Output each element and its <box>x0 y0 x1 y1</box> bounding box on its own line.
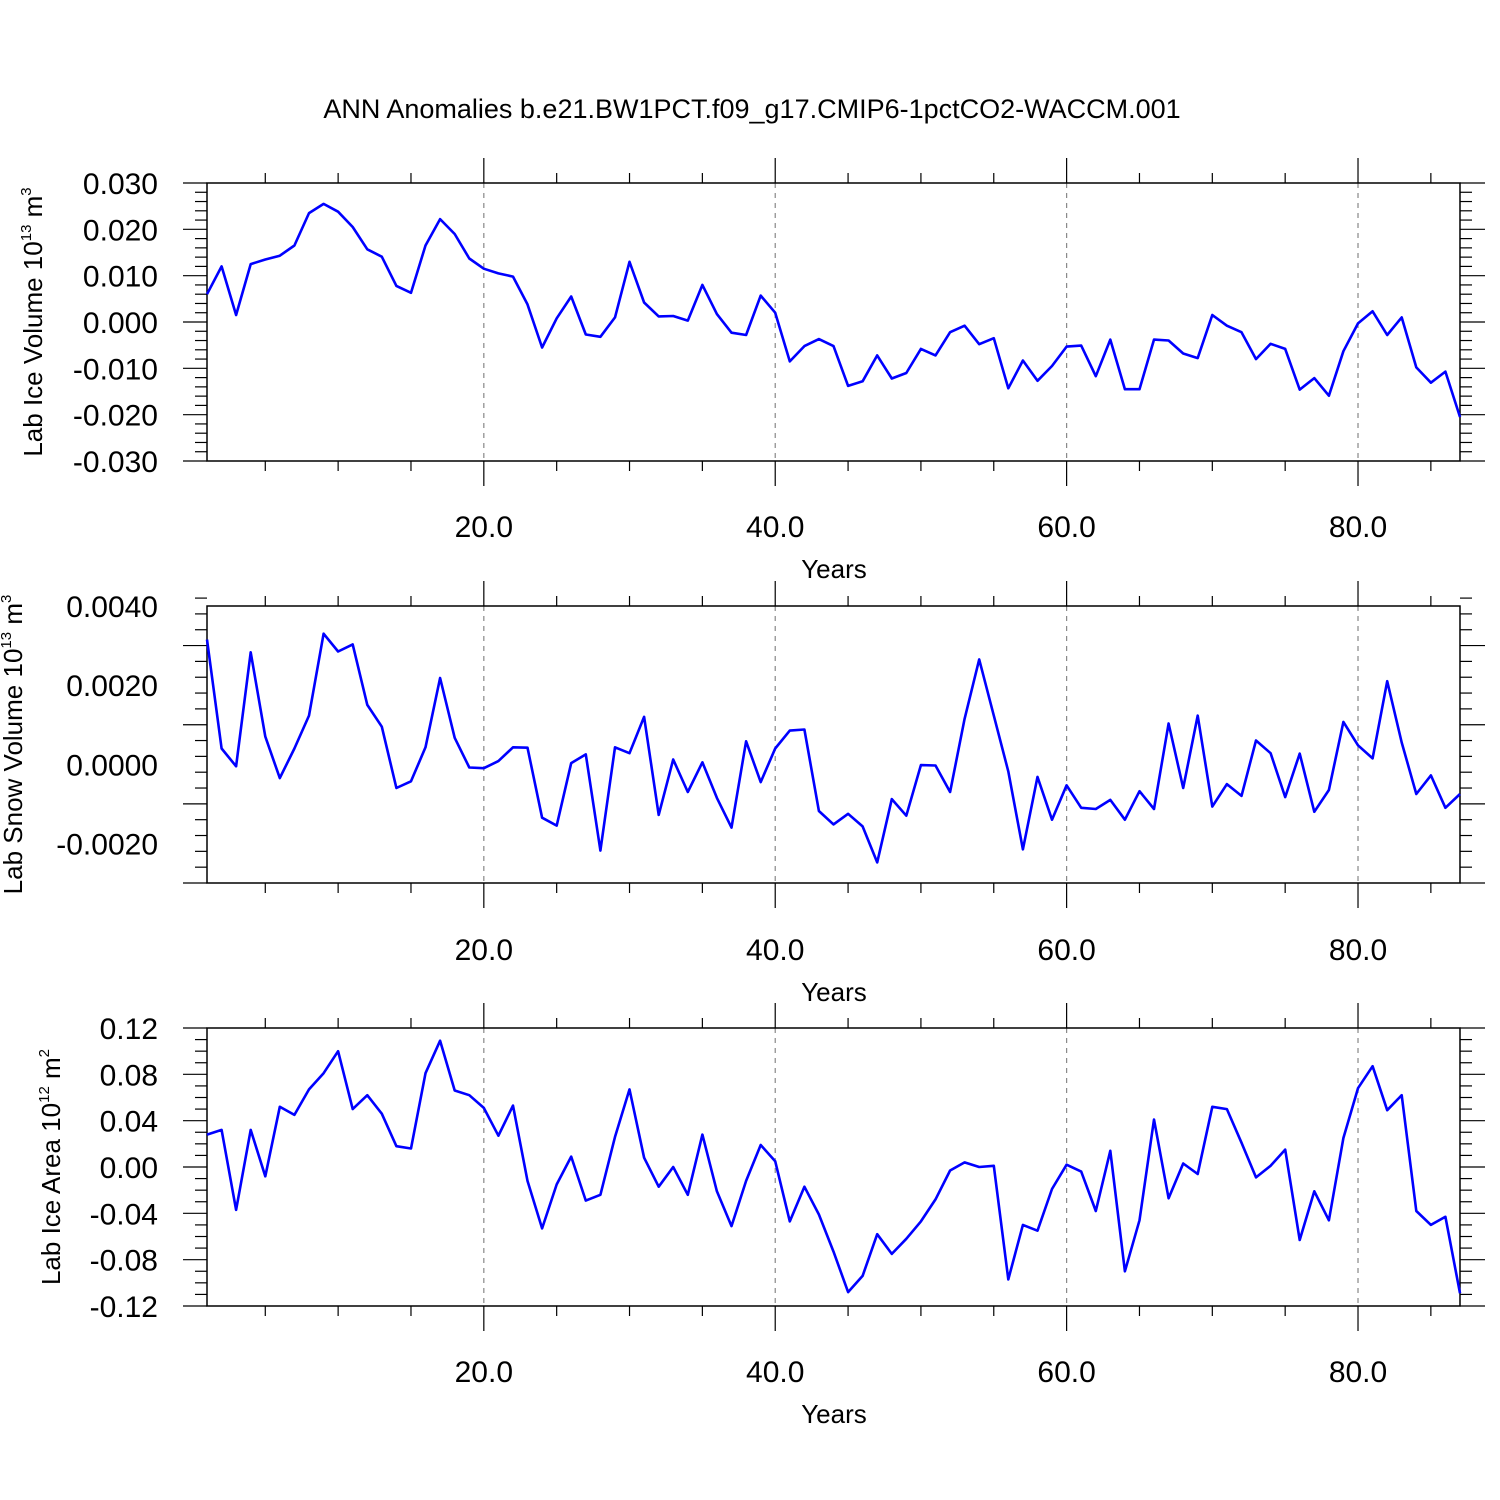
x-tick-label: 60.0 <box>1037 1356 1095 1389</box>
y-tick-label: 0.0020 <box>66 670 158 703</box>
y-axis-label-text: Lab Ice Volume 10 <box>18 241 48 456</box>
y-tick-label: -0.010 <box>73 353 158 386</box>
y-axis-label: Lab Snow Volume 1013 m3 <box>0 595 28 895</box>
y-axis-label-sup-unit: 3 <box>18 187 35 195</box>
chart-panel-3: 20.0 40.0 60.0 80.0 0.12 0.08 0.04 0.00 -0.04 -0.… <box>36 1003 1485 1429</box>
x-tick-label: 60.0 <box>1037 934 1095 967</box>
y-axis-label: Lab Ice Volume 1013 m3 <box>18 187 48 456</box>
y-axis-label-sup-exp: 13 <box>0 632 15 649</box>
x-axis-label: Years <box>801 554 867 584</box>
y-tick-label: 0.0000 <box>66 749 158 782</box>
y-tick-label: 0.04 <box>100 1106 158 1139</box>
x-tick-label: 60.0 <box>1037 511 1095 544</box>
x-tick-label: 80.0 <box>1329 934 1387 967</box>
y-axis-label-unit: m <box>36 1057 66 1086</box>
y-tick-label: 0.030 <box>83 168 158 201</box>
x-tick-label: 40.0 <box>746 511 804 544</box>
series-line <box>206 1039 1462 1294</box>
x-tick-label: 80.0 <box>1329 1356 1387 1389</box>
y-axis-label-unit: m <box>0 603 28 632</box>
x-tick-label: 20.0 <box>455 1356 513 1389</box>
y-axis-label-unit: m <box>18 196 48 225</box>
y-axis-label-sup-exp: 12 <box>36 1086 53 1103</box>
y-tick-label: -0.030 <box>73 446 158 479</box>
plot-frame <box>206 1027 1461 1307</box>
series-line <box>205 202 1462 418</box>
x-tick-label: 20.0 <box>455 934 513 967</box>
plot-frame <box>206 182 1461 462</box>
y-axis-label-text: Lab Snow Volume 10 <box>0 649 28 895</box>
y-tick-label: 0.00 <box>100 1152 158 1185</box>
chart-panel-1: 20.0 40.0 60.0 80.0 0.030 0.020 0.010 0.000 -0.0… <box>18 158 1485 584</box>
figure-title: ANN Anomalies b.e21.BW1PCT.f09_g17.CMIP6… <box>323 94 1180 124</box>
y-tick-label: -0.0020 <box>56 828 158 861</box>
y-tick-label: -0.020 <box>73 400 158 433</box>
y-axis-label-sup-unit: 3 <box>0 595 15 603</box>
y-axis-label-text: Lab Ice Area 10 <box>36 1103 66 1285</box>
x-tick-label: 40.0 <box>746 934 804 967</box>
x-tick-label: 20.0 <box>455 511 513 544</box>
y-tick-label: 0.08 <box>100 1059 158 1092</box>
x-tick-label: 80.0 <box>1329 511 1387 544</box>
y-axis-label-sup-exp: 13 <box>18 225 35 242</box>
y-axis-label-sup-unit: 2 <box>36 1049 53 1057</box>
y-tick-label: 0.000 <box>83 307 158 340</box>
y-tick-label: -0.04 <box>90 1198 158 1231</box>
x-axis-label: Years <box>801 977 867 1007</box>
x-axis-label: Years <box>801 1399 867 1429</box>
y-tick-label: -0.08 <box>90 1245 158 1278</box>
series-line <box>205 632 1461 864</box>
y-tick-label: 0.010 <box>83 261 158 294</box>
y-tick-label: -0.12 <box>90 1291 158 1324</box>
x-tick-label: 40.0 <box>746 1356 804 1389</box>
y-tick-label: 0.12 <box>100 1013 158 1046</box>
y-axis-label: Lab Ice Area 1012 m2 <box>36 1049 66 1285</box>
plot-frame <box>206 605 1461 884</box>
chart-panel-2: 20.0 40.0 60.0 80.0 0.0040 0.0020 0.0000 -0.002… <box>0 581 1485 1007</box>
y-tick-label: 0.020 <box>83 214 158 247</box>
y-tick-label: 0.0040 <box>66 591 158 624</box>
